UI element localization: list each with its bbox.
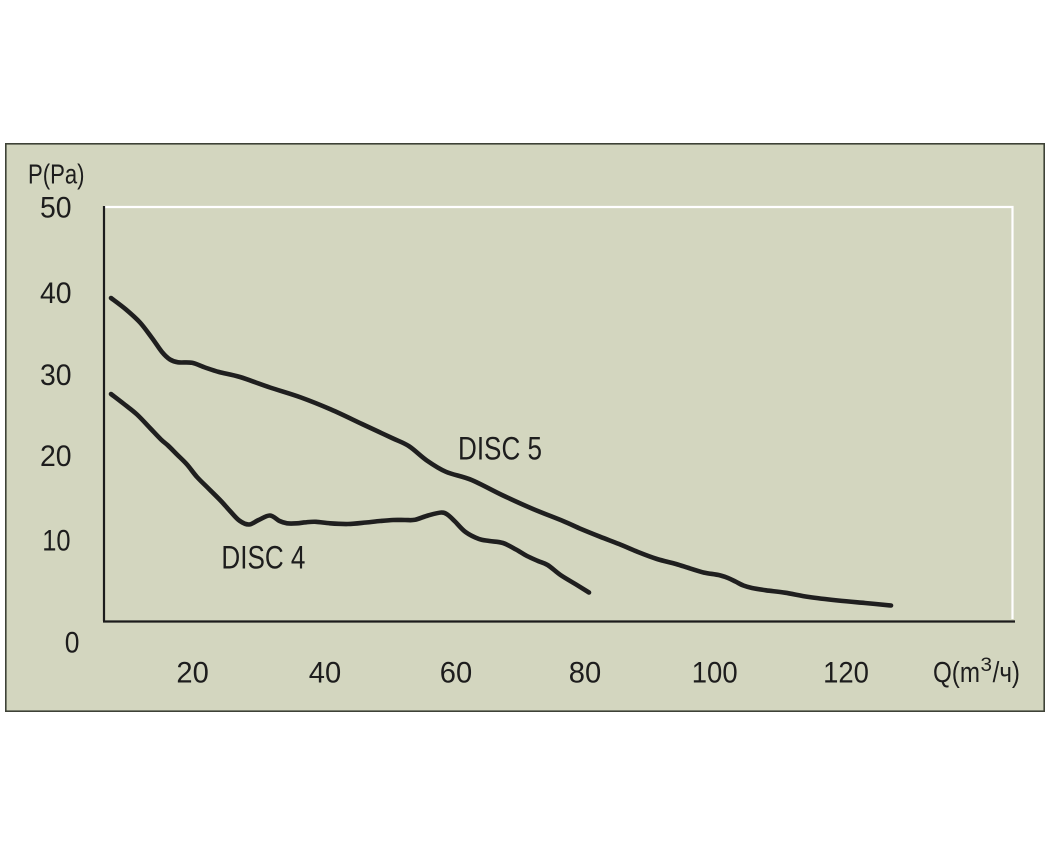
svg-text:0: 0 [65,627,80,660]
svg-text:Q(m: Q(m [933,657,980,689]
svg-text:3: 3 [981,655,993,676]
svg-text:100: 100 [692,656,738,689]
svg-text:DISC 4: DISC 4 [221,540,305,576]
svg-text:40: 40 [40,277,72,310]
svg-text:20: 20 [40,440,72,473]
svg-text:DISC 5: DISC 5 [458,430,542,466]
svg-text:30: 30 [40,359,72,392]
svg-text:120: 120 [823,656,869,689]
svg-text:P(Pa): P(Pa) [28,158,85,189]
svg-text:50: 50 [40,192,72,225]
svg-text:10: 10 [42,525,70,558]
svg-text:80: 80 [569,656,601,689]
svg-text:/ч): /ч) [993,657,1020,689]
svg-text:20: 20 [176,656,208,689]
svg-text:60: 60 [440,656,472,689]
svg-text:40: 40 [309,656,341,689]
